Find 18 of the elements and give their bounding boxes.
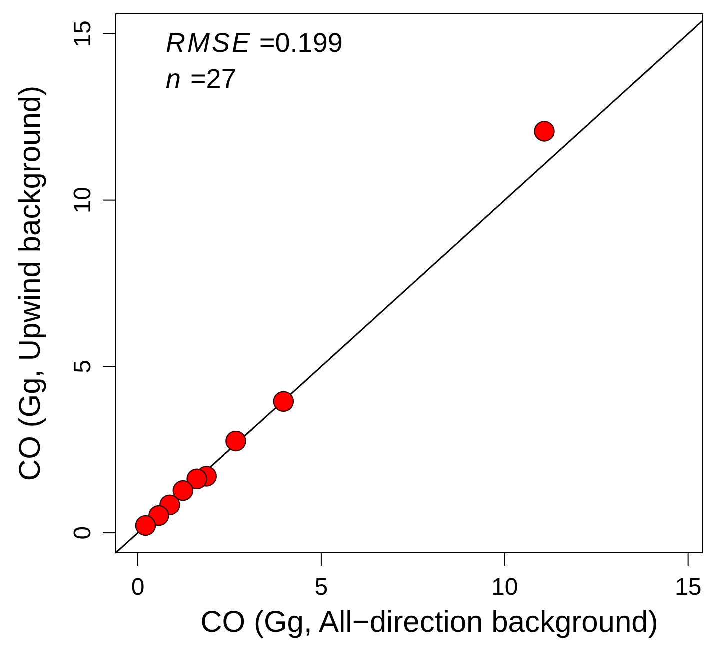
annotation: RMSE =0.199	[166, 28, 343, 58]
y-tick-label: 15	[70, 20, 96, 48]
point	[135, 515, 156, 536]
y-tick-label: 5	[70, 360, 96, 374]
point	[172, 480, 194, 502]
x-tick-label: 0	[131, 574, 145, 602]
point	[226, 430, 246, 452]
y-tick-label: 0	[70, 526, 96, 540]
annotation: n =27	[166, 64, 236, 94]
x-tick-label: 5	[314, 574, 328, 602]
point	[534, 121, 555, 142]
x-tick-label: 10	[492, 574, 518, 602]
x-tick-label: 15	[674, 574, 702, 602]
point	[273, 391, 294, 412]
y-tick-label: 10	[70, 186, 96, 214]
y-axis-title: CO (Gg, Upwind background)	[14, 86, 47, 482]
point	[186, 468, 208, 490]
x-axis-title: CO (Gg, All−direction background)	[200, 606, 658, 639]
